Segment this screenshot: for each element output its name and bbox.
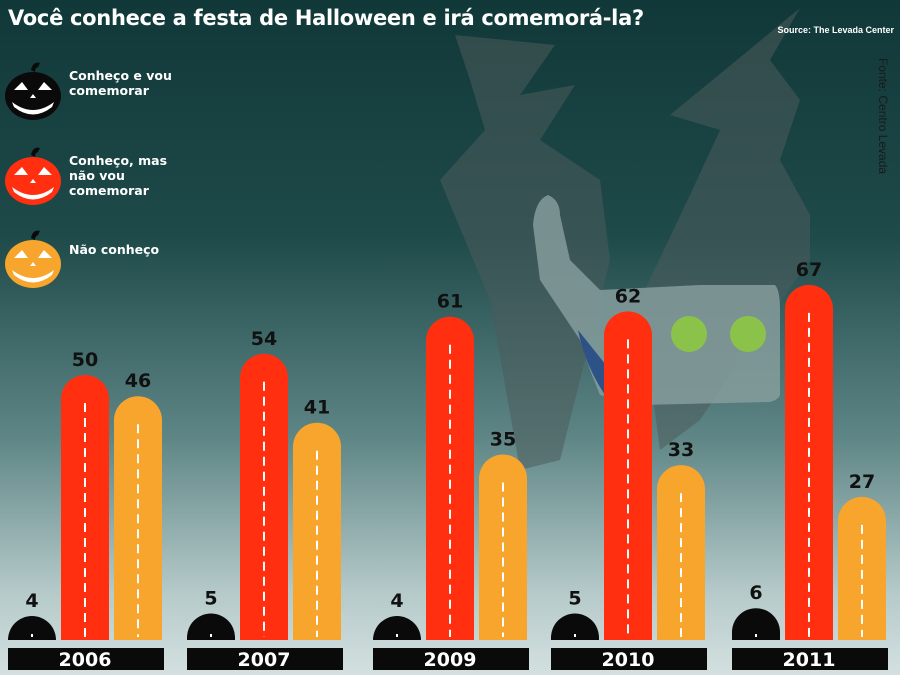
bar <box>8 616 56 640</box>
data-label: 4 <box>390 590 403 612</box>
bar <box>732 608 780 640</box>
data-label: 50 <box>72 349 98 371</box>
bar <box>61 375 109 640</box>
year-banner <box>187 648 343 670</box>
bar <box>240 353 288 640</box>
data-label: 61 <box>437 291 463 313</box>
x-tick-label: 2007 <box>238 649 291 671</box>
legend-item-dont-know: Não conheço <box>0 228 200 298</box>
data-label: 54 <box>251 328 277 350</box>
data-label: 62 <box>615 285 641 307</box>
legend-label: Conheço, mas não vou comemorar <box>69 153 168 198</box>
chart-title: Você conhece a festa de Halloween e irá … <box>8 6 644 30</box>
orange-pumpkin-icon <box>5 230 61 288</box>
data-label: 35 <box>490 429 516 451</box>
legend-item-know-celebrate: Conheço e vou comemorar <box>0 60 200 130</box>
source-note: Source: The Levada Center <box>777 25 894 35</box>
x-tick-label: 2009 <box>424 649 477 671</box>
black-pumpkin-icon <box>5 62 61 120</box>
bar <box>373 616 421 640</box>
year-banner <box>551 648 707 670</box>
bat-eye-left-icon <box>671 316 707 352</box>
legend-label: Conheço e vou comemorar <box>69 68 172 98</box>
bar <box>426 316 474 640</box>
bar <box>187 613 235 640</box>
red-pumpkin-icon <box>5 147 61 205</box>
legend-item-know-not-celebrate: Conheço, mas não vou comemorar <box>0 145 200 215</box>
source-credit-vertical: Fonte: Centro Levada <box>876 58 890 175</box>
data-label: 27 <box>849 471 875 493</box>
x-tick-label: 2011 <box>783 649 836 671</box>
data-label: 46 <box>125 370 151 392</box>
year-banner <box>373 648 529 670</box>
data-label: 41 <box>304 397 330 419</box>
x-tick-label: 2006 <box>59 649 112 671</box>
bar <box>657 465 705 640</box>
data-label: 4 <box>25 590 38 612</box>
data-label: 33 <box>668 439 694 461</box>
bar <box>551 613 599 640</box>
data-label: 6 <box>749 582 762 604</box>
data-label: 5 <box>204 588 217 610</box>
data-label: 5 <box>568 588 581 610</box>
legend-label: Não conheço <box>69 242 160 257</box>
bar <box>838 496 886 640</box>
x-tick-label: 2010 <box>602 649 655 671</box>
year-banner <box>732 648 888 670</box>
year-banner <box>8 648 164 670</box>
bat-eye-right-icon <box>730 316 766 352</box>
bar <box>785 284 834 640</box>
data-label: 67 <box>796 259 822 281</box>
